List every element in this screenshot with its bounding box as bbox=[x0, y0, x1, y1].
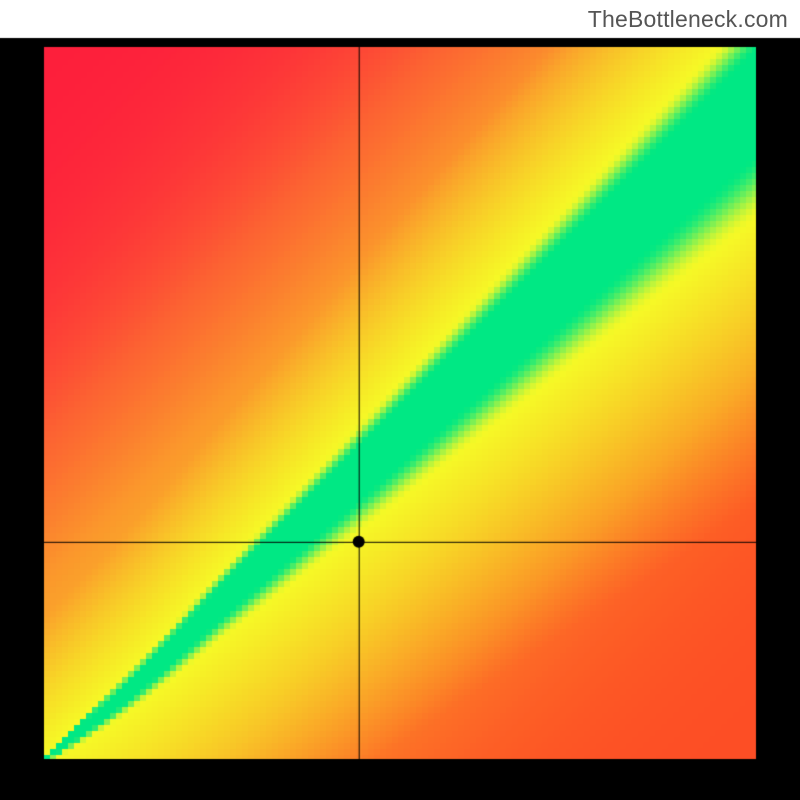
bottleneck-heatmap bbox=[0, 0, 800, 800]
attribution-text: TheBottleneck.com bbox=[588, 6, 788, 33]
